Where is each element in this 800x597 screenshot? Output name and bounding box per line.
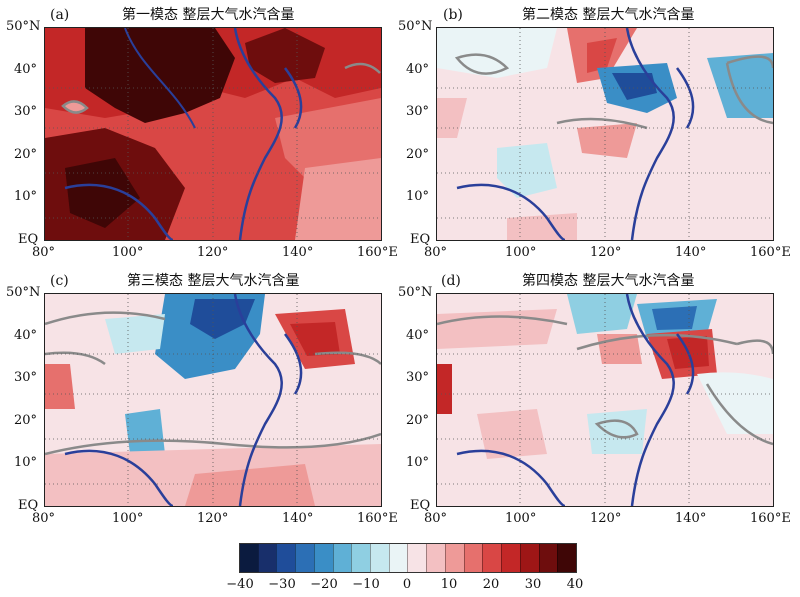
y-tick-30-a: 30° xyxy=(14,104,38,119)
x-tick-80-a: 80° xyxy=(32,245,56,260)
colorbar-segment xyxy=(538,544,558,572)
colorbar-segment xyxy=(557,544,576,572)
colorbar-segment xyxy=(501,544,520,572)
colorbar xyxy=(239,543,577,573)
map-panel-b xyxy=(436,27,774,241)
colorbar-label-neg10: −10 xyxy=(352,577,380,592)
panel-b-tag: (b) xyxy=(443,7,463,23)
panel-b-title: 第二模态 整层大气水汽含量 xyxy=(522,7,695,23)
y-tick-40-c: 40° xyxy=(14,328,38,343)
colorbar-label-30: 30 xyxy=(524,577,542,592)
colorbar-label-0: 0 xyxy=(402,577,412,592)
panel-a-title: 第一模态 整层大气水汽含量 xyxy=(122,7,295,23)
y-tick-10-a: 10° xyxy=(14,189,38,204)
colorbar-segment xyxy=(276,544,296,572)
x-tick-80-c: 80° xyxy=(32,511,56,526)
x-tick-120-a: 120° xyxy=(197,245,229,260)
colorbar-segment xyxy=(351,544,371,572)
y-tick-20-a: 20° xyxy=(14,147,38,162)
y-tick-20-d: 20° xyxy=(406,413,430,428)
colorbar-label-10: 10 xyxy=(440,577,458,592)
x-tick-100-a: 100° xyxy=(112,245,144,260)
x-tick-80-d: 80° xyxy=(424,511,448,526)
y-tick-30-b: 30° xyxy=(406,104,430,119)
colorbar-label-neg20: −20 xyxy=(310,577,338,592)
colorbar-label-40: 40 xyxy=(566,577,584,592)
y-tick-10-d: 10° xyxy=(406,455,430,470)
y-tick-50n-a: 50°N xyxy=(6,19,41,34)
y-tick-40-a: 40° xyxy=(14,62,38,77)
x-tick-100-d: 100° xyxy=(505,511,537,526)
colorbar-label-neg30: −30 xyxy=(268,577,296,592)
colorbar-segment xyxy=(444,544,464,572)
y-tick-10-b: 10° xyxy=(406,189,430,204)
colorbar-segment xyxy=(370,544,389,572)
panel-a-tag: (a) xyxy=(50,7,70,23)
y-tick-50n-c: 50°N xyxy=(6,285,41,300)
colorbar-segment xyxy=(257,544,277,572)
y-tick-eq-a: EQ xyxy=(18,232,39,247)
colorbar-segment xyxy=(240,544,258,572)
y-tick-20-b: 20° xyxy=(406,147,430,162)
y-tick-eq-c: EQ xyxy=(18,498,39,513)
map-panel-c xyxy=(44,293,382,507)
colorbar-segment xyxy=(313,544,333,572)
x-tick-140-c: 140° xyxy=(282,511,314,526)
map-panel-d xyxy=(436,293,774,507)
x-tick-140-d: 140° xyxy=(675,511,707,526)
x-tick-160e-b: 160°E xyxy=(750,245,791,260)
y-tick-eq-d: EQ xyxy=(410,498,431,513)
x-tick-160e-d: 160°E xyxy=(750,511,791,526)
x-tick-140-b: 140° xyxy=(675,245,707,260)
panel-d-tag: (d) xyxy=(441,273,461,289)
y-tick-50n-d: 50°N xyxy=(398,285,433,300)
y-tick-40-b: 40° xyxy=(406,62,430,77)
y-tick-40-d: 40° xyxy=(406,328,430,343)
y-tick-30-d: 30° xyxy=(406,370,430,385)
colorbar-label-neg40: −40 xyxy=(226,577,254,592)
y-tick-50n-b: 50°N xyxy=(398,19,433,34)
panel-d-title: 第四模态 整层大气水汽含量 xyxy=(522,273,695,289)
colorbar-segment xyxy=(482,544,502,572)
colorbar-segment xyxy=(388,544,408,572)
x-tick-120-c: 120° xyxy=(197,511,229,526)
x-tick-160e-a: 160°E xyxy=(357,245,398,260)
colorbar-segment xyxy=(332,544,352,572)
x-tick-160e-c: 160°E xyxy=(357,511,398,526)
x-tick-100-c: 100° xyxy=(112,511,144,526)
panel-c-tag: (c) xyxy=(50,273,69,289)
x-tick-140-a: 140° xyxy=(282,245,314,260)
x-tick-80-b: 80° xyxy=(424,245,448,260)
x-tick-120-d: 120° xyxy=(590,511,622,526)
colorbar-segment xyxy=(295,544,314,572)
map-panel-a xyxy=(44,27,382,241)
x-tick-100-b: 100° xyxy=(505,245,537,260)
colorbar-segment xyxy=(407,544,427,572)
panel-c-title: 第三模态 整层大气水汽含量 xyxy=(127,273,300,289)
colorbar-segment xyxy=(519,544,539,572)
y-tick-eq-b: EQ xyxy=(410,232,431,247)
colorbar-segment xyxy=(426,544,445,572)
x-tick-120-b: 120° xyxy=(590,245,622,260)
colorbar-segment xyxy=(463,544,483,572)
y-tick-20-c: 20° xyxy=(14,413,38,428)
y-tick-10-c: 10° xyxy=(14,455,38,470)
y-tick-30-c: 30° xyxy=(14,370,38,385)
colorbar-label-20: 20 xyxy=(482,577,500,592)
